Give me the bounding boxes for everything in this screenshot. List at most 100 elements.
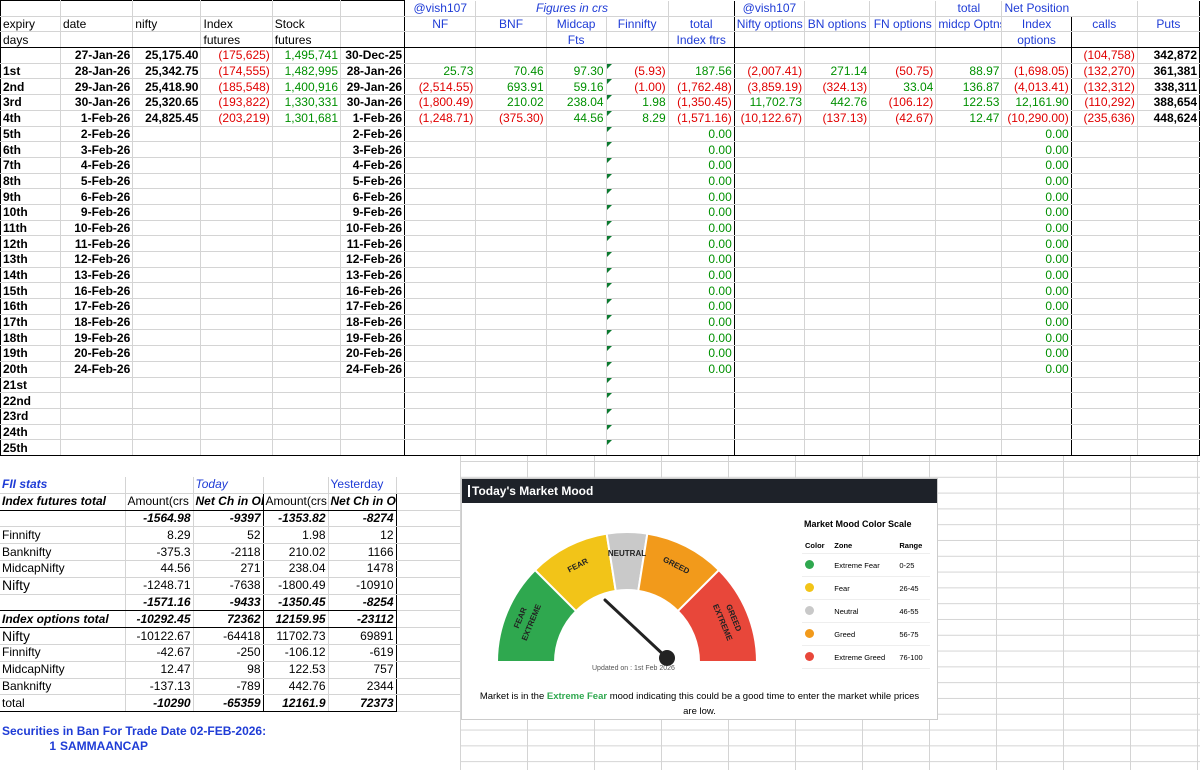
cell-fn-opt[interactable] (869, 377, 937, 394)
cell-nifty-opt[interactable] (734, 408, 806, 425)
cell-bn-opt[interactable] (804, 173, 871, 190)
cell-bn-opt[interactable] (804, 157, 871, 174)
cell-nifty[interactable]: 25,320.65 (132, 94, 202, 111)
cell-calls[interactable] (1071, 345, 1138, 362)
cell-nf[interactable] (404, 408, 477, 425)
cell-midcp-opt[interactable] (935, 173, 1003, 190)
cell-index-fut[interactable] (200, 126, 273, 143)
cell-calls[interactable] (1071, 267, 1138, 284)
cell-nifty[interactable] (132, 173, 202, 190)
cell-nf[interactable] (404, 267, 477, 284)
cell-bnf[interactable] (475, 157, 547, 174)
cell-nifty[interactable]: 25,418.90 (132, 78, 202, 96)
cell-bn-opt[interactable] (804, 329, 871, 347)
cell-date[interactable]: 19-Feb-26 (59, 329, 134, 347)
cell-stock-fut[interactable] (271, 220, 342, 237)
cell-label[interactable]: 13th (0, 251, 61, 268)
cell-date[interactable]: 4-Feb-26 (59, 157, 134, 174)
cell-ref-date[interactable]: 17-Feb-26 (340, 298, 406, 315)
cell-bn-opt[interactable] (804, 251, 871, 268)
cell-index-fut[interactable] (200, 408, 273, 425)
cell-midcp-opt[interactable] (935, 282, 1003, 300)
cell-finnifty[interactable] (606, 392, 669, 409)
cell-fn-opt[interactable] (869, 251, 937, 268)
cell-midcp-opt[interactable] (935, 267, 1003, 284)
cell-midcp-opt[interactable] (935, 204, 1003, 221)
cell-bnf[interactable] (475, 329, 547, 347)
cell-bnf[interactable] (475, 392, 547, 409)
cell-nf[interactable] (404, 439, 477, 456)
cell-total[interactable]: 0.00 (667, 173, 735, 190)
cell-calls[interactable] (1071, 235, 1138, 252)
cell-label[interactable]: 23rd (0, 408, 61, 425)
cell-midcp-opt[interactable] (935, 439, 1003, 456)
cell-puts[interactable] (1136, 235, 1200, 252)
cell-midcp-opt[interactable]: 122.53 (935, 94, 1003, 111)
cell-label[interactable]: 20th (0, 361, 61, 378)
cell-calls[interactable] (1071, 204, 1138, 221)
cell-midcap[interactable] (546, 424, 607, 441)
cell-date[interactable]: 17-Feb-26 (59, 298, 134, 315)
cell-bnf[interactable] (475, 126, 547, 143)
cell-nifty[interactable] (132, 408, 202, 425)
cell-stock-fut[interactable] (271, 267, 342, 284)
cell-index-fut[interactable] (200, 282, 273, 300)
cell-bn-opt[interactable] (804, 392, 871, 409)
cell-calls[interactable] (1071, 251, 1138, 268)
cell-index-fut[interactable] (200, 251, 273, 268)
cell-fn-opt[interactable] (869, 235, 937, 252)
cell-nf[interactable] (404, 188, 477, 205)
cell-index-opt[interactable]: 0.00 (1001, 204, 1072, 221)
cell-index-opt[interactable]: 0.00 (1001, 188, 1072, 205)
cell-nifty-opt[interactable] (734, 251, 806, 268)
cell-nifty-opt[interactable] (734, 235, 806, 252)
cell-index-fut[interactable] (200, 157, 273, 174)
cell-date[interactable]: 29-Jan-26 (59, 78, 134, 96)
cell-nf[interactable]: (1,248.71) (404, 110, 477, 127)
cell-calls[interactable] (1071, 408, 1138, 425)
cell-fn-opt[interactable] (869, 126, 937, 143)
cell-nifty[interactable] (132, 220, 202, 237)
cell-ref-date[interactable]: 4-Feb-26 (340, 157, 406, 174)
cell-midcap[interactable] (546, 157, 607, 174)
cell-finnifty[interactable] (606, 424, 669, 441)
cell-bnf[interactable] (475, 439, 547, 456)
fii-data-sheet[interactable]: @vish107 Figures in crs @vish107 total N… (0, 0, 1200, 456)
cell-index-opt[interactable]: 0.00 (1001, 220, 1072, 237)
cell-puts[interactable] (1136, 126, 1200, 143)
cell-nifty[interactable] (132, 251, 202, 268)
cell-index-opt[interactable]: 12,161.90 (1001, 94, 1072, 111)
cell-nifty[interactable]: 24,825.45 (132, 110, 202, 127)
cell-bnf[interactable] (475, 345, 547, 362)
cell-midcap[interactable] (546, 173, 607, 190)
cell-nifty[interactable] (132, 141, 202, 158)
cell-total[interactable] (667, 408, 735, 425)
cell-finnifty[interactable] (606, 220, 669, 237)
cell-midcap[interactable] (546, 314, 607, 331)
cell-finnifty[interactable] (606, 439, 669, 456)
cell-nifty-opt[interactable] (734, 361, 806, 378)
cell-finnifty[interactable] (606, 314, 669, 331)
cell-puts[interactable] (1136, 188, 1200, 205)
cell-label[interactable]: 6th (0, 141, 61, 158)
cell-calls[interactable] (1071, 314, 1138, 331)
cell-midcap[interactable] (546, 220, 607, 237)
cell-index-opt[interactable] (1001, 424, 1072, 441)
cell-label[interactable]: 21st (0, 377, 61, 394)
cell-nifty[interactable]: 25,342.75 (132, 63, 202, 80)
cell-bn-opt[interactable]: (324.13) (804, 78, 871, 96)
cell-finnifty[interactable] (606, 173, 669, 190)
cell-ref-date[interactable] (340, 377, 406, 394)
cell-calls[interactable] (1071, 220, 1138, 237)
cell-stock-fut[interactable] (271, 439, 342, 456)
cell-index-opt[interactable]: (1,698.05) (1001, 63, 1072, 80)
cell-total[interactable]: 0.00 (667, 235, 735, 252)
cell-nifty-opt[interactable] (734, 220, 806, 237)
cell-midcp-opt[interactable] (935, 392, 1003, 409)
cell-midcap[interactable] (546, 141, 607, 158)
cell-total[interactable]: 0.00 (667, 188, 735, 205)
cell-date[interactable]: 28-Jan-26 (59, 63, 134, 80)
cell-calls[interactable] (1071, 282, 1138, 300)
cell-total[interactable]: 0.00 (667, 204, 735, 221)
cell-total[interactable]: 0.00 (667, 314, 735, 331)
